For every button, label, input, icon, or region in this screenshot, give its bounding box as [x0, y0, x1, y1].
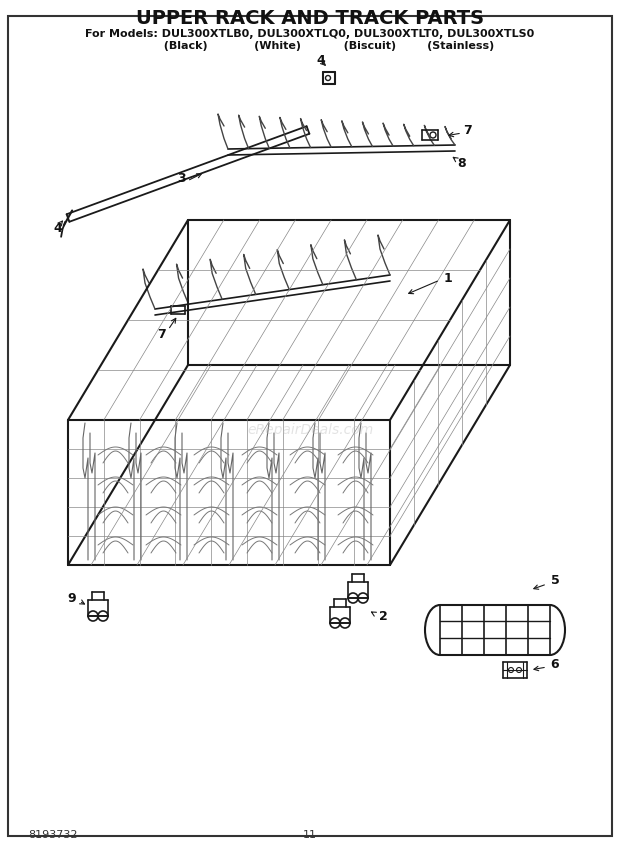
Text: 2: 2: [379, 610, 388, 623]
Text: 8: 8: [458, 157, 466, 169]
Text: UPPER RACK AND TRACK PARTS: UPPER RACK AND TRACK PARTS: [136, 9, 484, 27]
Text: 5: 5: [551, 574, 559, 586]
Text: 4: 4: [317, 54, 326, 67]
Text: 8193732: 8193732: [28, 830, 78, 840]
Text: For Models: DUL300XTLB0, DUL300XTLQ0, DUL300XTLT0, DUL300XTLS0: For Models: DUL300XTLB0, DUL300XTLQ0, DU…: [86, 29, 534, 39]
Text: 7: 7: [464, 123, 472, 136]
Text: 4: 4: [53, 222, 63, 235]
Text: 11: 11: [303, 830, 317, 840]
Text: 1: 1: [444, 271, 453, 284]
Text: (Black)            (White)           (Biscuit)        (Stainless): (Black) (White) (Biscuit) (Stainless): [125, 41, 495, 51]
Text: 3: 3: [178, 171, 187, 185]
Text: 9: 9: [68, 591, 76, 604]
Text: 7: 7: [157, 328, 166, 341]
Text: eRepairDeals.com: eRepairDeals.com: [247, 423, 373, 437]
Text: 6: 6: [551, 658, 559, 671]
